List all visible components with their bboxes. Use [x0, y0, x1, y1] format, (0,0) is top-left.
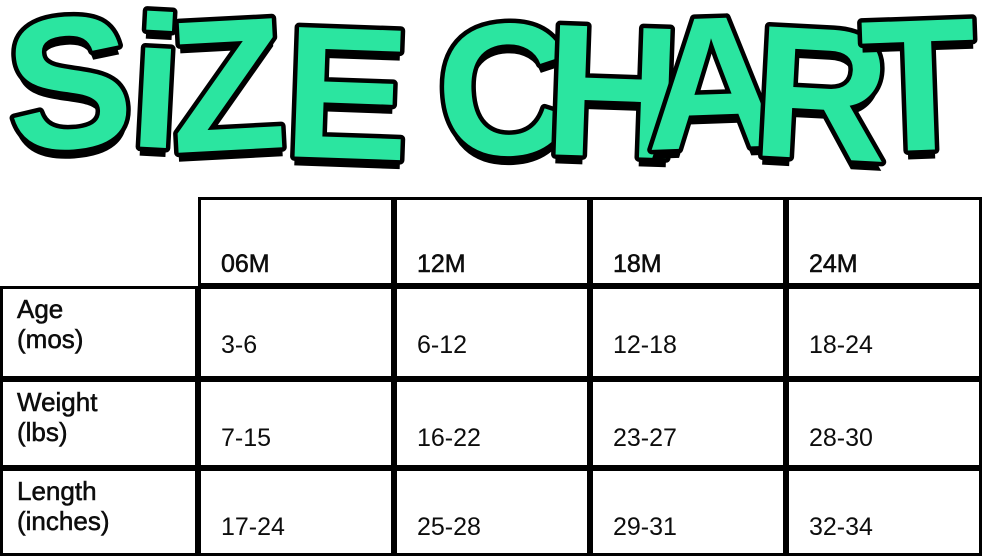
svg-text:S: S	[0, 0, 139, 180]
svg-text:Z: Z	[164, 0, 290, 180]
svg-text:E: E	[281, 0, 414, 180]
svg-text:T: T	[858, 0, 980, 180]
